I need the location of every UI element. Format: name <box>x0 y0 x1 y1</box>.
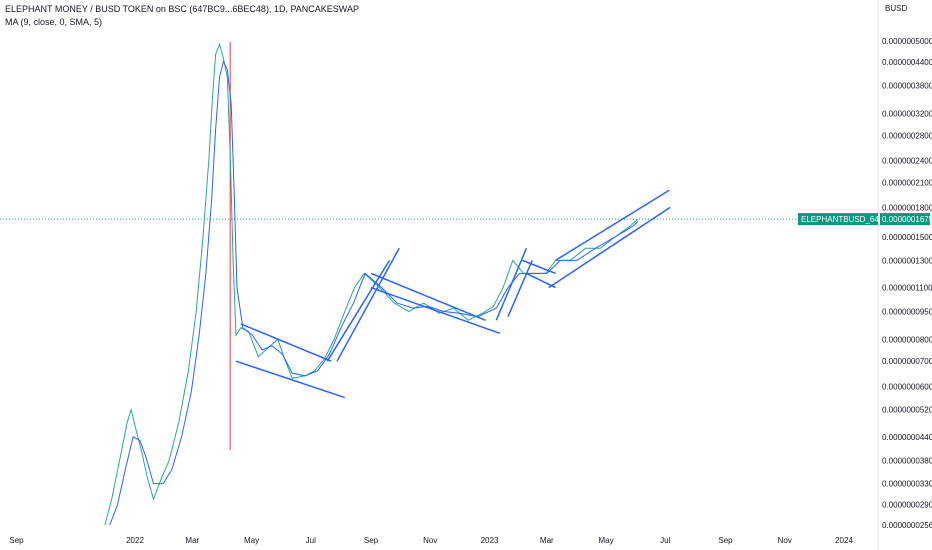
y-tick-label: 0.0000000600 <box>882 382 932 391</box>
y-tick-label: 0.0000001500 <box>882 233 932 242</box>
trendline[interactable] <box>326 259 391 362</box>
y-tick-label: 0.0000001100 <box>882 284 932 293</box>
y-tick-label: 0.0000000380 <box>882 457 932 466</box>
x-tick-label: Mar <box>185 536 199 545</box>
symbol-tag-bg <box>798 213 878 226</box>
y-tick-label: 0.0000002100 <box>882 178 932 187</box>
x-tick-label: 2023 <box>481 536 499 545</box>
y-tick-label: 0.0000000256 <box>882 521 932 530</box>
x-tick-label: May <box>598 536 613 545</box>
trendline[interactable] <box>507 260 533 317</box>
y-tick-label: 0.0000000800 <box>882 335 932 344</box>
y-tick-label: 0.0000002800 <box>882 131 932 140</box>
y-tick-label: 0.0000004400 <box>882 58 932 67</box>
trendline[interactable] <box>522 259 556 275</box>
trendline[interactable] <box>235 360 346 399</box>
trendline[interactable] <box>240 323 332 362</box>
trendline[interactable] <box>555 189 670 262</box>
price-tag-label: 0.0000001675 <box>882 215 932 224</box>
plot-area <box>0 42 878 526</box>
y-tick-label: 0.0000001300 <box>882 256 932 265</box>
y-tick-label: 0.0000005000 <box>882 37 932 46</box>
price-tag-bg <box>880 213 930 226</box>
price-axis[interactable]: 0.0000005000 0.0000004400 0.0000003800 0.00… <box>798 0 932 550</box>
x-tick-label: May <box>244 536 259 545</box>
x-tick-label: Sep <box>364 536 379 545</box>
time-axis[interactable]: Sep 2022 Mar May Jul Sep Nov 2023 Mar May Jul Sep No… <box>9 536 853 545</box>
y-tick-label: 0.0000003800 <box>882 82 932 91</box>
indicator-label[interactable]: MA (9, close, 0, SMA, 5) <box>5 17 103 27</box>
y-tick-label: 0.0000000440 <box>882 433 932 442</box>
ma-series-line <box>109 60 639 526</box>
trendline[interactable] <box>495 248 528 321</box>
currency-label: BUSD <box>885 4 908 13</box>
x-tick-label: Jul <box>306 536 316 545</box>
y-tick-label: 0.0000000700 <box>882 357 932 366</box>
x-tick-label: Sep <box>9 536 24 545</box>
trendline[interactable] <box>526 272 556 289</box>
x-tick-label: Mar <box>540 536 554 545</box>
y-tick-label: 0.0000000330 <box>882 480 932 489</box>
x-tick-label: Jul <box>660 536 670 545</box>
trendline[interactable] <box>370 272 486 321</box>
chart-title: ELEPHANT MONEY / BUSD TOKEN on BSC (647B… <box>5 4 359 14</box>
x-tick-label: Nov <box>778 536 792 545</box>
y-tick-label: 0.0000000290 <box>882 501 932 510</box>
x-tick-label: 2024 <box>835 536 853 545</box>
x-tick-label: 2022 <box>126 536 144 545</box>
y-tick-label: 0.0000002400 <box>882 157 932 166</box>
trendline[interactable] <box>370 286 501 335</box>
price-series-line <box>104 42 639 526</box>
x-tick-label: Sep <box>718 536 733 545</box>
symbol-tag-label: ELEPHANTBUSD_647BC9 <box>801 215 899 224</box>
y-tick-label: 0.0000001800 <box>882 203 932 212</box>
trendline[interactable] <box>548 206 671 289</box>
x-tick-label: Nov <box>423 536 437 545</box>
y-tick-label: 0.0000000950 <box>882 307 932 316</box>
y-tick-label: 0.0000003200 <box>882 110 932 119</box>
y-tick-label: 0.0000000520 <box>882 406 932 415</box>
trendline[interactable] <box>336 247 400 362</box>
